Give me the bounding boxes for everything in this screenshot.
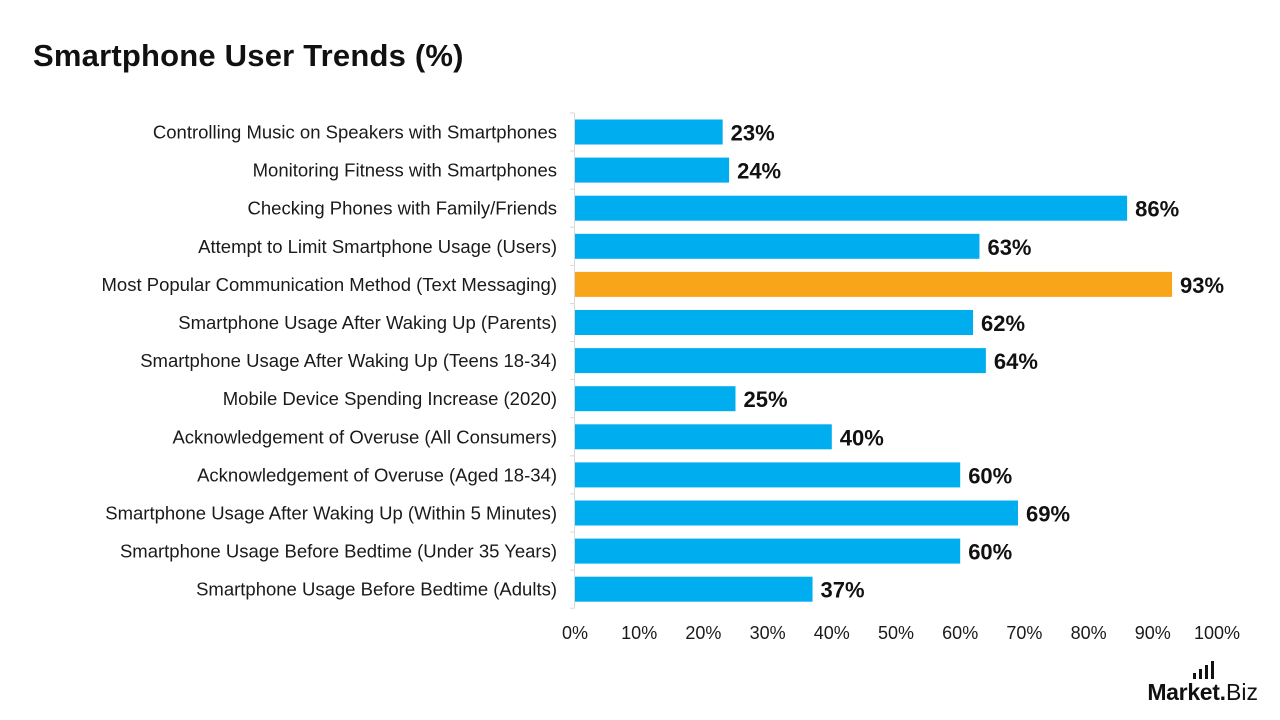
value-labels: 23% 24% 86% 63% 93% 62% 64% 25% 40% 60% 69% 60% 37% [731, 121, 1224, 603]
y-axis [570, 112, 575, 609]
x-tick-label: 70% [1006, 623, 1042, 643]
value-label: 60% [968, 463, 1012, 488]
chart-title: Smartphone User Trends (%) [33, 38, 464, 73]
x-tick-label: 50% [878, 623, 914, 643]
bar [575, 348, 986, 374]
category-label: Smartphone Usage Before Bedtime (Under 3… [120, 541, 557, 562]
value-label: 24% [737, 159, 781, 184]
value-label: 63% [987, 235, 1031, 260]
bar [575, 195, 1128, 221]
x-tick-label: 40% [814, 623, 850, 643]
category-label: Most Popular Communication Method (Text … [102, 274, 558, 295]
category-label: Attempt to Limit Smartphone Usage (Users… [198, 236, 557, 257]
category-label: Smartphone Usage After Waking Up (Teens … [140, 350, 557, 371]
category-label: Mobile Device Spending Increase (2020) [223, 388, 557, 409]
x-tick-label: 0% [562, 623, 588, 643]
bar [575, 576, 813, 602]
x-tick-label: 80% [1071, 623, 1107, 643]
x-tick-label: 10% [621, 623, 657, 643]
x-tick-label: 90% [1135, 623, 1171, 643]
value-label: 37% [821, 578, 865, 603]
value-label: 25% [744, 387, 788, 412]
logo-text-main: Market [1147, 679, 1220, 705]
logo-bars-icon [1193, 661, 1214, 679]
bar [575, 157, 730, 183]
bar [575, 538, 961, 564]
logo-dot: . [1219, 679, 1227, 705]
category-label: Smartphone Usage After Waking Up (Parent… [178, 312, 557, 333]
x-tick-label: 60% [942, 623, 978, 643]
value-label: 60% [968, 540, 1012, 565]
marketbiz-logo: Market . Biz [1147, 661, 1258, 706]
bar [575, 424, 832, 450]
value-label: 62% [981, 311, 1025, 336]
bars [575, 119, 1173, 602]
x-axis-ticks: 0% 10% 20% 30% 40% 50% 60% 70% 80% 90% 100% [562, 623, 1240, 643]
category-label: Controlling Music on Speakers with Smart… [153, 122, 557, 143]
bar [575, 500, 1018, 526]
bar [575, 119, 723, 145]
value-label: 23% [731, 121, 775, 146]
logo-text-suffix: Biz [1226, 679, 1258, 705]
x-tick-label: 100% [1194, 623, 1240, 643]
category-label: Checking Phones with Family/Friends [248, 198, 558, 219]
value-label: 93% [1180, 273, 1224, 298]
value-label: 69% [1026, 502, 1070, 527]
x-tick-label: 20% [685, 623, 721, 643]
category-label: Smartphone Usage Before Bedtime (Adults) [196, 579, 557, 600]
bar [575, 233, 980, 259]
value-label: 86% [1135, 197, 1179, 222]
category-label: Monitoring Fitness with Smartphones [253, 160, 557, 181]
category-label: Acknowledgement of Overuse (All Consumer… [172, 426, 557, 447]
x-tick-label: 30% [750, 623, 786, 643]
bar [575, 386, 736, 412]
bar [575, 310, 974, 335]
value-label: 64% [994, 349, 1038, 374]
value-label: 40% [840, 425, 884, 450]
bar [575, 462, 961, 488]
category-label: Smartphone Usage After Waking Up (Within… [105, 503, 557, 524]
category-labels: Controlling Music on Speakers with Smart… [102, 122, 558, 600]
category-label: Acknowledgement of Overuse (Aged 18-34) [197, 464, 557, 485]
bar [575, 271, 1173, 297]
